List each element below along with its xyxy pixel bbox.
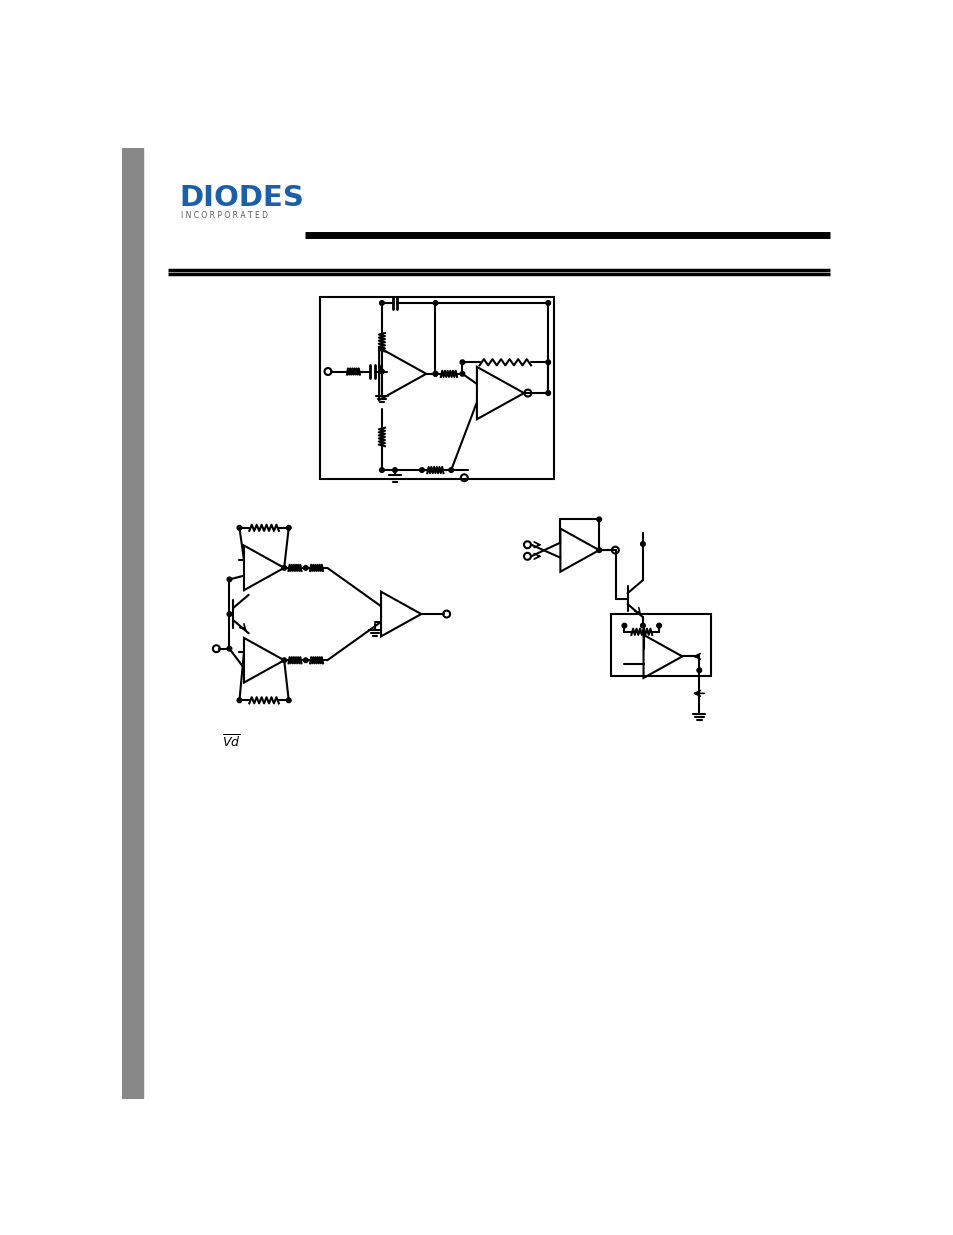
Circle shape bbox=[393, 468, 396, 472]
Circle shape bbox=[545, 300, 550, 305]
Circle shape bbox=[286, 698, 291, 703]
Circle shape bbox=[433, 372, 437, 377]
Circle shape bbox=[545, 390, 550, 395]
Circle shape bbox=[621, 624, 626, 627]
Circle shape bbox=[379, 369, 384, 374]
Circle shape bbox=[379, 468, 384, 472]
Circle shape bbox=[459, 359, 464, 364]
Bar bbox=[320, 296, 554, 479]
Text: $\overline{Vd}$: $\overline{Vd}$ bbox=[222, 734, 241, 750]
Circle shape bbox=[227, 611, 232, 616]
Circle shape bbox=[597, 548, 601, 552]
Circle shape bbox=[227, 646, 232, 651]
Circle shape bbox=[303, 658, 308, 662]
Bar bbox=[610, 614, 710, 676]
Circle shape bbox=[449, 468, 453, 472]
Text: DIODES: DIODES bbox=[179, 184, 304, 212]
Circle shape bbox=[640, 624, 644, 627]
Circle shape bbox=[227, 577, 232, 582]
Circle shape bbox=[286, 526, 291, 530]
Circle shape bbox=[433, 372, 437, 377]
Circle shape bbox=[656, 624, 660, 627]
Circle shape bbox=[281, 658, 286, 662]
Bar bbox=[121, 148, 143, 1099]
Circle shape bbox=[419, 468, 424, 472]
Circle shape bbox=[379, 300, 384, 305]
Circle shape bbox=[459, 372, 464, 377]
Circle shape bbox=[697, 668, 700, 673]
Text: I N C O R P O R A T E D: I N C O R P O R A T E D bbox=[181, 211, 268, 220]
Circle shape bbox=[281, 566, 286, 571]
Circle shape bbox=[545, 359, 550, 364]
Circle shape bbox=[640, 542, 644, 546]
Circle shape bbox=[237, 698, 241, 703]
Circle shape bbox=[433, 300, 437, 305]
Circle shape bbox=[303, 566, 308, 571]
Circle shape bbox=[237, 526, 241, 530]
Circle shape bbox=[597, 517, 601, 521]
